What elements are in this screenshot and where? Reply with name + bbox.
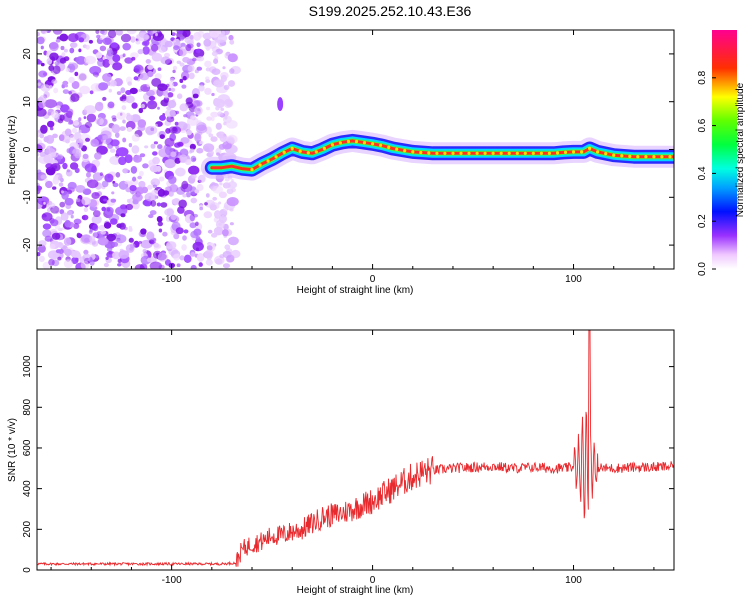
snr-y-tick-label: 800 (22, 399, 33, 416)
colorbar-tick-label: 0.0 (697, 262, 708, 276)
snr-series-line (37, 330, 674, 567)
spectrogram-y-tick-label: 20 (22, 48, 33, 60)
spectrogram-x-label: Height of straight line (km) (297, 285, 414, 296)
spectrogram-x-tick-label: 0 (370, 274, 376, 285)
noise-speckles (37, 30, 241, 269)
colorbar-label: Normalized spectral amplitude (735, 82, 746, 217)
colorbar-tick-label: 0.8 (697, 70, 708, 84)
spectral-blob (277, 97, 284, 112)
colorbar-tick-label: 0.6 (697, 118, 708, 132)
colorbar: 0.0 0.2 0.4 0.6 0.8 Normalized spectral ampl… (697, 30, 746, 276)
snr-y-label: SNR (10 * v/v) (7, 418, 18, 482)
snr-x-tick-label: -100 (162, 575, 182, 586)
snr-y-tick-label: 600 (22, 439, 33, 456)
snr-y-tick-label: 200 (22, 521, 33, 538)
figure-title: S199.2025.252.10.43.E36 (309, 3, 472, 19)
colorbar-tick-label: 0.4 (697, 166, 708, 180)
spectrogram-y-tick-label: 10 (22, 96, 33, 108)
colorbar-tick-label: 0.2 (697, 214, 708, 228)
spectrogram-x-tick-label: -100 (162, 274, 182, 285)
snr-x-label: Height of straight line (km) (297, 585, 414, 596)
ridge-dots (250, 139, 672, 172)
snr-x-tick-label: 0 (370, 575, 376, 586)
snr-x-tick-label: 100 (565, 575, 582, 586)
spectrogram-x-tick-label: 100 (565, 274, 582, 285)
snr-y-tick-label: 400 (22, 480, 33, 497)
snr-frame (36, 329, 675, 571)
spectrogram-y-tick-label: -10 (22, 190, 33, 205)
spectrogram-y-label: Frequency (Hz) (7, 116, 18, 185)
snr-y-tick-label: 1000 (22, 355, 33, 378)
spectrogram-y-tick-label: -20 (22, 237, 33, 252)
snr-y-tick-label: 0 (22, 567, 33, 573)
colorbar-gradient (712, 30, 737, 269)
spectrogram-y-tick-label: 0 (22, 146, 33, 152)
